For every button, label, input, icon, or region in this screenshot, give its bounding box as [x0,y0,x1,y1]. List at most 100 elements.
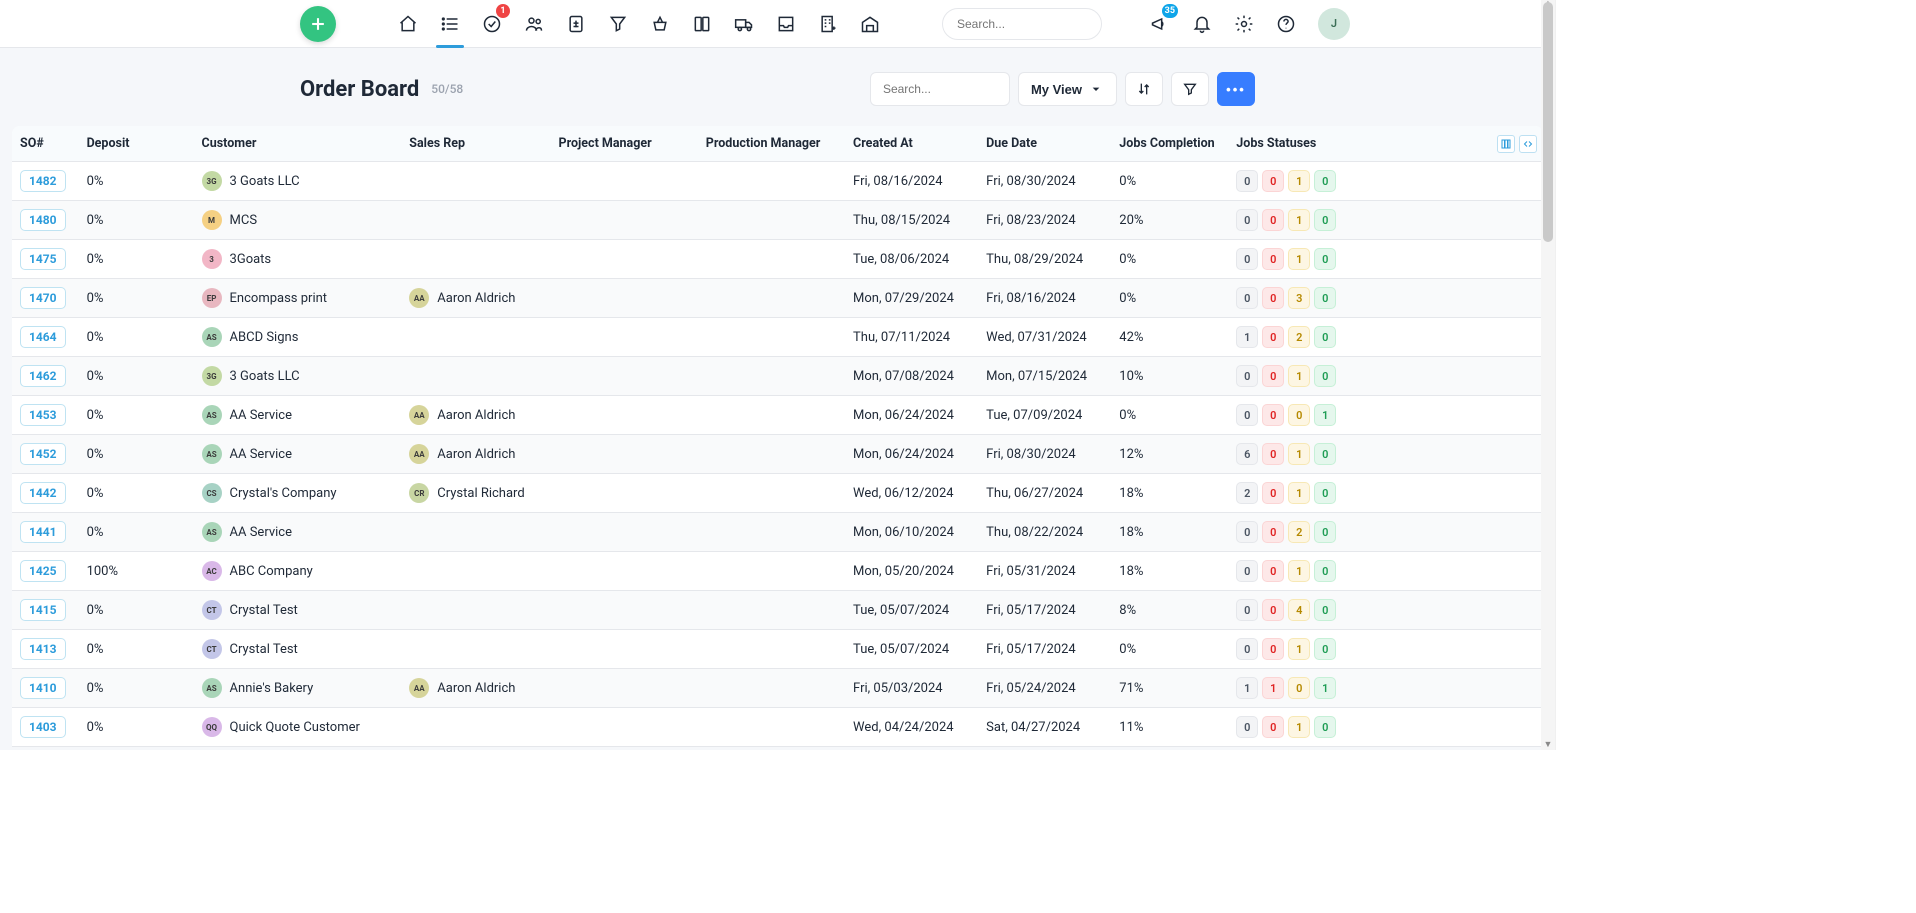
table-row[interactable]: 14150%CTCrystal TestTue, 05/07/2024Fri, … [12,591,1543,630]
col-production-manager[interactable]: Production Manager [698,126,845,162]
contacts-icon[interactable] [516,6,552,42]
table-row[interactable]: 14700%EPEncompass printAAAaron AldrichMo… [12,279,1543,318]
shipping-icon[interactable] [726,6,762,42]
completion-value: 8% [1111,591,1228,630]
more-actions-button[interactable]: ••• [1217,72,1255,106]
customer-avatar: AC [202,561,222,581]
tasks-icon[interactable]: 1 [474,6,510,42]
col-completion[interactable]: Jobs Completion [1111,126,1228,162]
col-so[interactable]: SO# [12,126,79,162]
quotes-icon[interactable] [558,6,594,42]
completion-value: 11% [1111,708,1228,747]
view-selector[interactable]: My View [1018,72,1117,106]
basket-icon[interactable] [642,6,678,42]
rep-name: Aaron Aldrich [437,291,515,306]
due-date: Thu, 08/22/2024 [978,513,1111,552]
status-pill: 1 [1262,677,1284,699]
collapse-columns-icon[interactable] [1519,135,1537,153]
add-button[interactable] [300,6,336,42]
board-search-input[interactable] [870,72,1010,106]
columns-icon[interactable] [684,6,720,42]
home-icon[interactable] [390,6,426,42]
so-link[interactable]: 1410 [20,677,66,699]
table-row[interactable]: 1425100%ACABC CompanyMon, 05/20/2024Fri,… [12,552,1543,591]
col-statuses[interactable]: Jobs Statuses [1228,126,1543,162]
sort-button[interactable] [1125,72,1163,106]
status-pill: 1 [1288,365,1310,387]
col-sales-rep[interactable]: Sales Rep [401,126,550,162]
status-pills: 0010 [1236,560,1535,582]
rep-name: Crystal Richard [437,486,524,501]
created-at: Tue, 05/07/2024 [845,630,978,669]
due-date: Sat, 04/27/2024 [978,708,1111,747]
status-pill: 0 [1262,443,1284,465]
table-row[interactable]: 14030%QQQuick Quote CustomerWed, 04/24/2… [12,708,1543,747]
so-link[interactable]: 1482 [20,170,66,192]
status-pill: 1 [1314,677,1336,699]
orders-list-icon[interactable] [432,6,468,42]
table-row[interactable]: 14750%33GoatsTue, 08/06/2024Thu, 08/29/2… [12,240,1543,279]
so-link[interactable]: 1413 [20,638,66,660]
so-link[interactable]: 1462 [20,365,66,387]
status-pill: 0 [1288,404,1310,426]
scroll-thumb[interactable] [1543,2,1553,242]
deposit-value: 0% [79,201,194,240]
deposit-value: 0% [79,279,194,318]
col-project-manager[interactable]: Project Manager [551,126,698,162]
table-row[interactable]: 14620%3G3 Goats LLCMon, 07/08/2024Mon, 0… [12,357,1543,396]
status-pill: 1 [1288,248,1310,270]
status-pill: 2 [1288,521,1310,543]
col-customer[interactable]: Customer [194,126,402,162]
global-search-input[interactable] [942,8,1102,40]
filter-icon[interactable] [600,6,636,42]
so-link[interactable]: 1403 [20,716,66,738]
inbox-icon[interactable] [768,6,804,42]
table-row[interactable]: 14130%CTCrystal TestTue, 05/07/2024Fri, … [12,630,1543,669]
table-row[interactable]: 14420%CSCrystal's CompanyCRCrystal Richa… [12,474,1543,513]
customer-avatar: AS [202,327,222,347]
so-link[interactable]: 1425 [20,560,66,582]
due-date: Fri, 08/23/2024 [978,201,1111,240]
created-at: Tue, 08/06/2024 [845,240,978,279]
table-row[interactable]: 14410%ASAA ServiceMon, 06/10/2024Thu, 08… [12,513,1543,552]
due-date: Fri, 08/30/2024 [978,435,1111,474]
filter-button[interactable] [1171,72,1209,106]
customer-avatar: CS [202,483,222,503]
due-date: Fri, 08/16/2024 [978,279,1111,318]
columns-picker-icon[interactable] [1497,135,1515,153]
table-row[interactable]: 14530%ASAA ServiceAAAaron AldrichMon, 06… [12,396,1543,435]
so-link[interactable]: 1441 [20,521,66,543]
so-link[interactable]: 1475 [20,248,66,270]
table-row[interactable]: 14820%3G3 Goats LLCFri, 08/16/2024Fri, 0… [12,162,1543,201]
table-row[interactable]: 14520%ASAA ServiceAAAaron AldrichMon, 06… [12,435,1543,474]
so-link[interactable]: 1480 [20,209,66,231]
bell-icon[interactable] [1184,6,1220,42]
table-row[interactable]: 14800%MMCSThu, 08/15/2024Fri, 08/23/2024… [12,201,1543,240]
warehouse-icon[interactable] [852,6,888,42]
table-row[interactable]: 14100%ASAnnie's BakeryAAAaron AldrichFri… [12,669,1543,708]
megaphone-icon[interactable]: 35 [1142,6,1178,42]
user-avatar[interactable]: J [1318,8,1350,40]
col-statuses-label: Jobs Statuses [1236,136,1316,151]
so-link[interactable]: 1453 [20,404,66,426]
col-created[interactable]: Created At [845,126,978,162]
scroll-down-icon[interactable]: ▼ [1541,739,1555,750]
so-link[interactable]: 1470 [20,287,66,309]
completion-value: 0% [1111,162,1228,201]
status-pill: 0 [1262,404,1284,426]
help-icon[interactable] [1268,6,1304,42]
gear-icon[interactable] [1226,6,1262,42]
so-link[interactable]: 1452 [20,443,66,465]
so-link[interactable]: 1415 [20,599,66,621]
status-pills: 0040 [1236,599,1535,621]
status-pill: 0 [1236,248,1258,270]
so-link[interactable]: 1442 [20,482,66,504]
deposit-value: 0% [79,435,194,474]
so-link[interactable]: 1464 [20,326,66,348]
col-deposit[interactable]: Deposit [79,126,194,162]
window-scrollbar[interactable]: ▲ ▼ [1541,0,1555,750]
completion-value: 71% [1111,669,1228,708]
table-row[interactable]: 14640%ASABCD SignsThu, 07/11/2024Wed, 07… [12,318,1543,357]
building-add-icon[interactable] [810,6,846,42]
col-due[interactable]: Due Date [978,126,1111,162]
